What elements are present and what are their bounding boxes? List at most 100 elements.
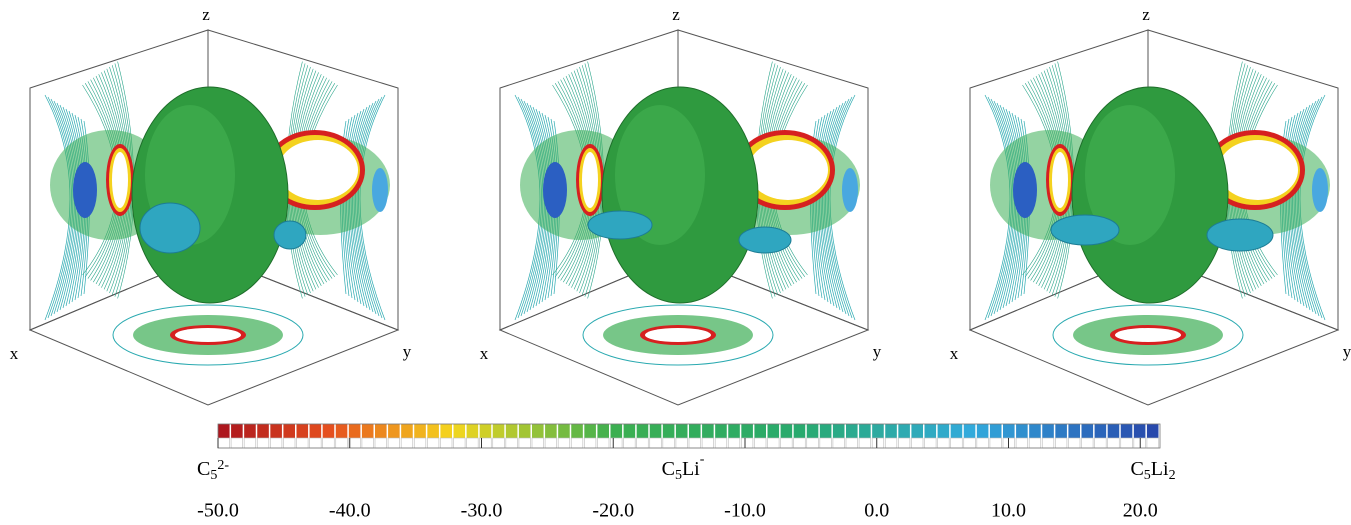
colorbar-cell: [1029, 424, 1041, 438]
colorbar-cell: [1121, 424, 1133, 438]
colorbar-cell: [231, 424, 243, 438]
title-part: C: [662, 458, 675, 480]
hot-core: [112, 152, 128, 208]
colorbar-cell-lower: [493, 438, 505, 448]
figure: zxyC52-zxyC5Li-zxyC5Li2-50.0-40.0-30.0-2…: [0, 0, 1351, 525]
colorbar-cell-lower: [244, 438, 256, 448]
colorbar-cell-lower: [898, 438, 910, 448]
colorbar-cell: [977, 424, 989, 438]
colorbar-cell-lower: [689, 438, 701, 448]
colorbar-cell: [427, 424, 439, 438]
colorbar-tick-label: -20.0: [592, 500, 634, 522]
colorbar-cell-lower: [414, 438, 426, 448]
axis-label: y: [403, 342, 412, 361]
colorbar-cell: [349, 424, 361, 438]
colorbar-cell-lower: [362, 438, 374, 448]
colorbar-cell-lower: [885, 438, 897, 448]
colorbar-cell: [1134, 424, 1146, 438]
colorbar-cell: [375, 424, 387, 438]
title-part: -: [700, 452, 705, 467]
colorbar-cell: [1082, 424, 1094, 438]
axis-label: y: [1343, 342, 1351, 361]
colorbar-cell-lower: [218, 438, 230, 448]
colorbar-cell: [859, 424, 871, 438]
colorbar-cell: [1147, 424, 1159, 438]
colorbar-cell-lower: [283, 438, 295, 448]
colorbar-cell: [1055, 424, 1067, 438]
axis-label: z: [1142, 5, 1150, 24]
title-part: Li: [682, 458, 700, 480]
colorbar-cell: [689, 424, 701, 438]
hot-core: [582, 152, 598, 208]
axis-label: y: [873, 342, 882, 361]
axis-label: z: [672, 5, 680, 24]
colorbar-cell: [833, 424, 845, 438]
title-part: 5: [675, 468, 682, 483]
title-part: C: [197, 458, 210, 480]
title-part: 2-: [217, 458, 229, 473]
colorbar-cell-lower: [911, 438, 923, 448]
colorbar-cell-lower: [1068, 438, 1080, 448]
cold-spot: [73, 162, 97, 218]
hot-core: [1218, 140, 1298, 200]
colorbar-cell: [911, 424, 923, 438]
colorbar-cell-lower: [349, 438, 361, 448]
colorbar-cell: [794, 424, 806, 438]
colorbar-cell-lower: [401, 438, 413, 448]
colorbar-cell: [1095, 424, 1107, 438]
colorbar-cell-lower: [951, 438, 963, 448]
colorbar-cell-lower: [964, 438, 976, 448]
colorbar-cell-lower: [611, 438, 623, 448]
colorbar-cell: [297, 424, 309, 438]
colorbar-cell: [807, 424, 819, 438]
title-part: Li: [1151, 458, 1169, 480]
axis-label: x: [10, 344, 19, 363]
title-part: 2: [1169, 468, 1176, 483]
colorbar-cell-lower: [833, 438, 845, 448]
colorbar-cell: [768, 424, 780, 438]
colorbar-cell: [571, 424, 583, 438]
colorbar-cell-lower: [427, 438, 439, 448]
colorbar-cell-lower: [584, 438, 596, 448]
colorbar-cell-lower: [1055, 438, 1067, 448]
colorbar-cell: [1108, 424, 1120, 438]
colorbar-cell: [218, 424, 230, 438]
colorbar-tick-label: 10.0: [991, 500, 1026, 522]
colorbar-cell: [964, 424, 976, 438]
colorbar-cell: [754, 424, 766, 438]
colorbar-cell: [467, 424, 479, 438]
colorbar-cell-lower: [1095, 438, 1107, 448]
colorbar-cell-lower: [440, 438, 452, 448]
lobe: [1051, 215, 1119, 245]
colorbar-cell: [846, 424, 858, 438]
colorbar-cell-lower: [637, 438, 649, 448]
colorbar-cell: [244, 424, 256, 438]
colorbar-cell: [414, 424, 426, 438]
cold-spot: [842, 168, 858, 212]
colorbar-cell: [650, 424, 662, 438]
colorbar-cell-lower: [650, 438, 662, 448]
colorbar-cell: [898, 424, 910, 438]
cold-spot: [543, 162, 567, 218]
panel-title: C5Li2: [1130, 458, 1175, 484]
colorbar-cell-lower: [1042, 438, 1054, 448]
colorbar-cell: [872, 424, 884, 438]
colorbar-cell-lower: [519, 438, 531, 448]
hot-core: [1052, 152, 1068, 208]
title-part: 5: [1144, 468, 1151, 483]
colorbar-tick-label: -10.0: [724, 500, 766, 522]
colorbar-cell-lower: [1134, 438, 1146, 448]
colorbar-cell: [480, 424, 492, 438]
floor-core: [175, 328, 241, 342]
colorbar-cell-lower: [807, 438, 819, 448]
colorbar-cell: [990, 424, 1002, 438]
colorbar-cell: [506, 424, 518, 438]
colorbar-cell: [270, 424, 282, 438]
colorbar-cell: [951, 424, 963, 438]
colorbar-cell-lower: [859, 438, 871, 448]
colorbar-cell-lower: [702, 438, 714, 448]
colorbar-cell-lower: [846, 438, 858, 448]
colorbar-cell-lower: [1108, 438, 1120, 448]
colorbar-cell-lower: [467, 438, 479, 448]
cold-spot: [1312, 168, 1328, 212]
